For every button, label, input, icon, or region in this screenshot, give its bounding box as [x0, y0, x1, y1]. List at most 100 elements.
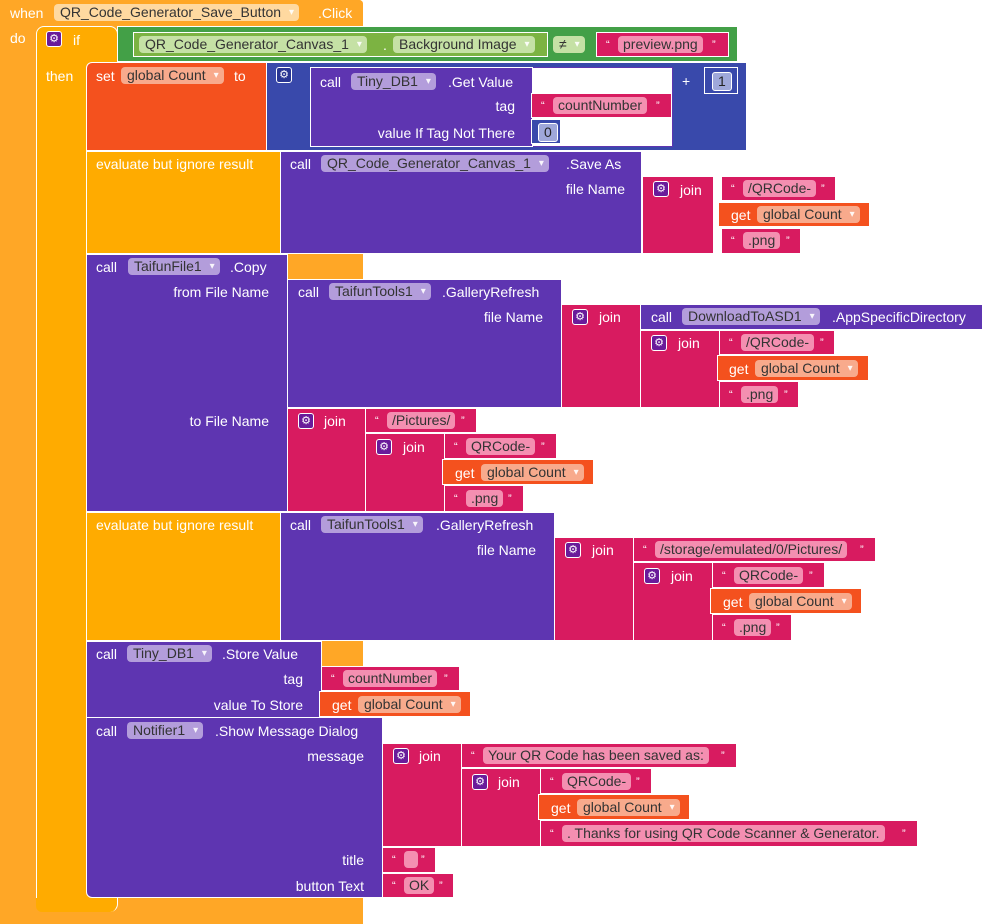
taifuntools-component-dropdown[interactable]: TaifunTools1 [321, 516, 423, 533]
string-png[interactable]: .png [734, 619, 772, 636]
get-label: get [551, 800, 571, 816]
string-qrcode[interactable]: /QRCode- [741, 334, 815, 351]
close-quote-icon: ” [656, 100, 660, 112]
gallery-refresh-method: .GalleryRefresh [442, 284, 540, 300]
string-title-empty[interactable] [404, 851, 418, 868]
show-message-dialog-block[interactable] [86, 717, 383, 898]
open-quote-icon: “ [722, 622, 726, 634]
get-label: get [332, 697, 352, 713]
number-zero[interactable]: 0 [538, 123, 558, 142]
taifunfile-component-dropdown[interactable]: TaifunFile1 [128, 258, 220, 275]
open-quote-icon: “ [392, 880, 396, 892]
close-quote-icon: ” [786, 235, 790, 247]
join-gear-icon[interactable]: ⚙ [298, 413, 314, 429]
get-variable-dropdown[interactable]: global Count [757, 206, 860, 223]
string-ok[interactable]: OK [404, 877, 435, 894]
string-pictures[interactable]: /Pictures/ [387, 412, 456, 429]
join-label: join [498, 774, 520, 790]
string-countnumber[interactable]: countNumber [553, 97, 648, 114]
open-quote-icon: “ [643, 544, 647, 556]
join-gear-icon[interactable]: ⚙ [653, 181, 669, 197]
canvas-save-component-dropdown[interactable]: QR_Code_Generator_Canvas_1 [321, 155, 549, 172]
get-variable-dropdown[interactable]: global Count [358, 696, 461, 713]
file-copy-block[interactable] [86, 254, 288, 512]
join-gear-icon[interactable]: ⚙ [376, 439, 392, 455]
close-quote-icon: ” [860, 544, 864, 556]
open-quote-icon: “ [606, 39, 610, 51]
gallery-refresh-block-1[interactable] [287, 279, 562, 408]
get-label: get [455, 465, 475, 481]
set-label: set [96, 68, 115, 84]
close-quote-icon: ” [784, 389, 788, 401]
tag-label: tag [495, 98, 515, 114]
open-quote-icon: “ [454, 441, 458, 453]
gallery-refresh-block-2[interactable] [280, 512, 555, 641]
string-qrcode[interactable]: QRCode- [466, 438, 536, 455]
number-one[interactable]: 1 [712, 72, 732, 91]
canvas-property-dropdown[interactable]: Background Image [393, 36, 535, 53]
evaluate-label: evaluate but ignore result [96, 517, 254, 533]
inner-join-block-2[interactable] [365, 433, 445, 512]
if-label: if [73, 32, 80, 48]
event-name-label: .Click [318, 5, 353, 21]
string-png[interactable]: .png [743, 232, 781, 249]
get-label: get [731, 207, 751, 223]
operator-dropdown[interactable]: ≠ [553, 36, 585, 53]
string-qrcode[interactable]: /QRCode- [743, 180, 817, 197]
get-value-method: .Get Value [448, 74, 514, 90]
string-qrcode[interactable]: QRCode- [562, 773, 632, 790]
join-gear-icon[interactable]: ⚙ [644, 568, 660, 584]
string-preview[interactable]: preview.png [618, 36, 703, 53]
close-quote-icon: ” [712, 39, 716, 51]
call-label: call [298, 284, 320, 300]
message-label: message [307, 748, 364, 764]
join-gear-icon[interactable]: ⚙ [565, 542, 581, 558]
tinydb-component-dropdown[interactable]: Tiny_DB1 [351, 73, 436, 90]
get-variable-dropdown[interactable]: global Count [749, 593, 852, 610]
to-file-name-label: to File Name [189, 413, 269, 429]
get-variable-dropdown[interactable]: global Count [755, 360, 858, 377]
close-quote-icon: ” [776, 622, 780, 634]
join-gear-icon[interactable]: ⚙ [651, 335, 667, 351]
call-label: call [96, 259, 118, 275]
open-quote-icon: “ [375, 415, 379, 427]
close-quote-icon: ” [444, 673, 448, 685]
open-quote-icon: “ [722, 570, 726, 582]
gallery-refresh-method: .GalleryRefresh [436, 517, 534, 533]
mutator-gear-icon[interactable]: ⚙ [46, 31, 62, 47]
open-quote-icon: “ [550, 828, 554, 840]
to-label: to [234, 68, 246, 84]
download-asd-component-dropdown[interactable]: DownloadToASD1 [682, 308, 820, 325]
evaluate-block-gallery[interactable] [86, 512, 282, 641]
event-component-dropdown[interactable]: QR_Code_Generator_Save_Button [54, 4, 300, 21]
close-quote-icon: ” [541, 441, 545, 453]
taifuntools-component-dropdown[interactable]: TaifunTools1 [329, 283, 431, 300]
show-message-dialog-method: .Show Message Dialog [215, 723, 359, 739]
string-png[interactable]: .png [466, 490, 504, 507]
open-quote-icon: “ [541, 100, 545, 112]
string-png[interactable]: .png [741, 386, 779, 403]
string-storage-path[interactable]: /storage/emulated/0/Pictures/ [655, 541, 848, 558]
if-bottom-bar [36, 898, 116, 912]
from-file-name-label: from File Name [173, 284, 269, 300]
get-variable-dropdown[interactable]: global Count [577, 799, 680, 816]
canvas-component-dropdown[interactable]: QR_Code_Generator_Canvas_1 [139, 36, 367, 53]
string-saved-as[interactable]: Your QR Code has been saved as: [483, 747, 709, 764]
tinydb-component-dropdown[interactable]: Tiny_DB1 [127, 645, 212, 662]
addition-gear-icon[interactable]: ⚙ [276, 67, 292, 83]
join-label: join [324, 413, 346, 429]
get-variable-dropdown[interactable]: global Count [481, 464, 584, 481]
join-gear-icon[interactable]: ⚙ [393, 748, 409, 764]
close-quote-icon: ” [636, 776, 640, 788]
tag-label: tag [283, 671, 303, 687]
string-qrcode[interactable]: QRCode- [734, 567, 804, 584]
join-gear-icon[interactable]: ⚙ [472, 774, 488, 790]
join-gear-icon[interactable]: ⚙ [572, 309, 588, 325]
string-countnumber[interactable]: countNumber [343, 670, 438, 687]
notifier-component-dropdown[interactable]: Notifier1 [127, 722, 204, 739]
set-variable-dropdown[interactable]: global Count [121, 67, 224, 84]
close-quote-icon: ” [809, 570, 813, 582]
open-quote-icon: “ [471, 750, 475, 762]
call-label: call [651, 309, 673, 325]
string-thanks[interactable]: . Thanks for using QR Code Scanner & Gen… [562, 825, 885, 842]
